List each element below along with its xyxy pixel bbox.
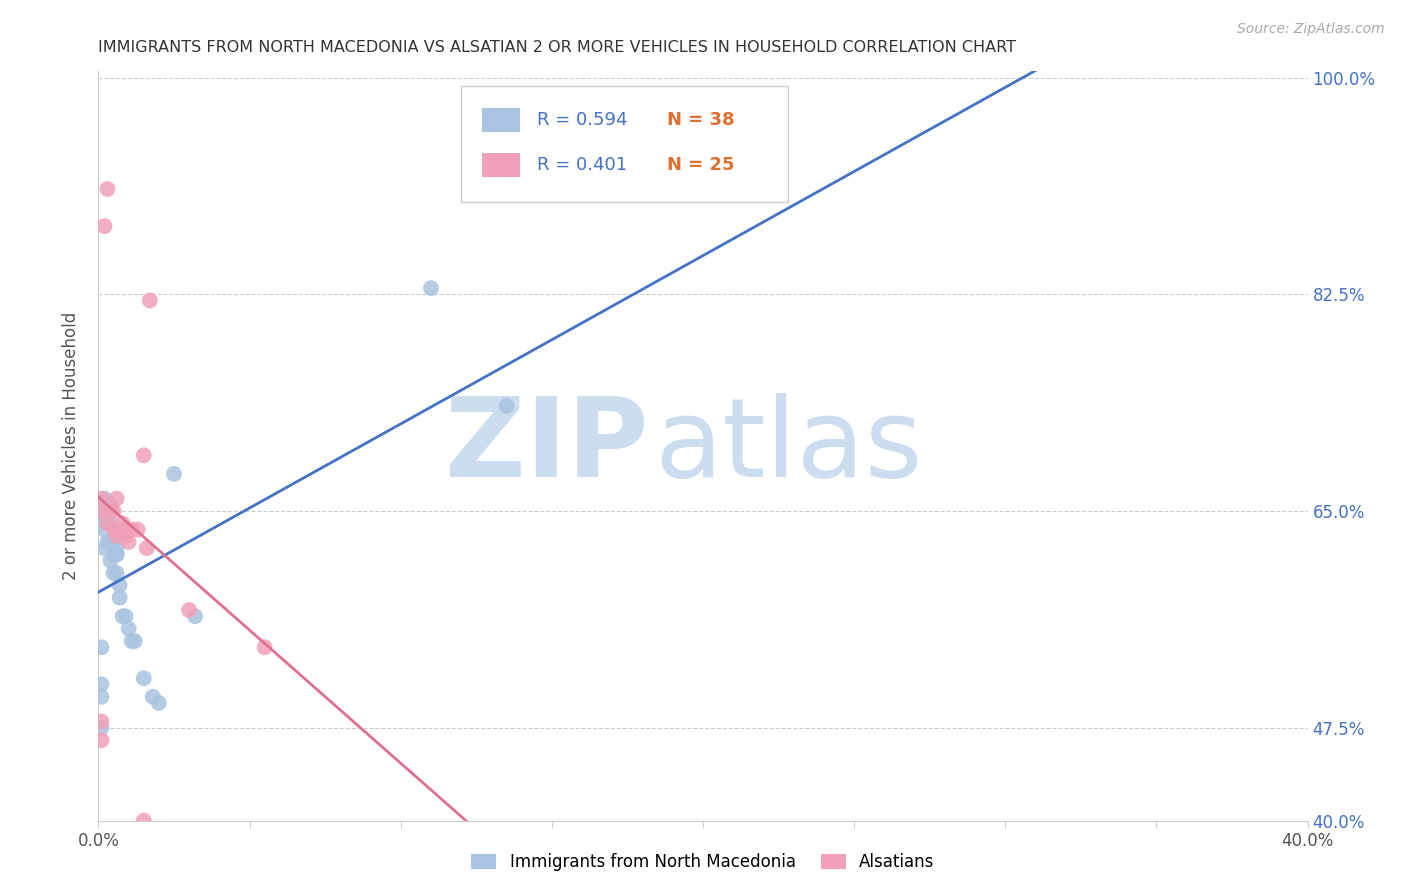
Point [179,603,201,617]
Y-axis label: 2 or more Vehicles in Household: 2 or more Vehicles in Household [62,312,80,580]
Point [103,547,125,561]
Point [103,541,125,556]
Point [96,516,118,531]
Point [184,609,207,624]
Point [93,498,115,512]
Bar [482,153,520,177]
Point [103,523,125,537]
Point [121,523,143,537]
Text: R = 0.401: R = 0.401 [537,156,627,174]
Point [96,535,118,549]
Point [124,634,146,648]
Point [96,504,118,518]
Point [93,491,115,506]
Point [90,714,112,729]
Point [105,547,128,561]
Point [111,609,134,624]
Point [108,578,131,592]
Point [105,547,128,561]
Point [132,448,155,462]
FancyBboxPatch shape [461,87,787,202]
Point [96,182,118,196]
Point [111,523,134,537]
Point [93,219,115,234]
Point [135,541,157,556]
Text: IMMIGRANTS FROM NORTH MACEDONIA VS ALSATIAN 2 OR MORE VEHICLES IN HOUSEHOLD CORR: IMMIGRANTS FROM NORTH MACEDONIA VS ALSAT… [98,40,1017,55]
Point [90,721,112,735]
Point [121,634,143,648]
Point [114,609,136,624]
Point [96,516,118,531]
Point [90,677,112,691]
Point [163,467,186,481]
Point [108,591,131,605]
Point [105,566,128,580]
Point [127,523,149,537]
Text: ZIP: ZIP [446,392,648,500]
Text: N = 25: N = 25 [666,156,734,174]
Point [148,696,170,710]
Point [100,535,122,549]
Point [139,293,162,308]
Point [93,541,115,556]
Point [495,399,517,413]
Point [100,516,122,531]
Text: atlas: atlas [655,392,924,500]
Point [118,535,141,549]
Point [132,671,155,685]
Point [90,690,112,704]
Point [253,640,276,655]
Point [118,622,141,636]
Point [100,504,122,518]
Point [100,553,122,567]
Point [90,733,112,747]
Point [132,814,155,828]
Point [111,516,134,531]
Point [93,510,115,524]
Point [108,523,131,537]
Point [100,498,122,512]
Point [103,504,125,518]
Point [105,529,128,543]
Point [96,498,118,512]
Point [114,529,136,543]
Point [105,491,128,506]
Text: Source: ZipAtlas.com: Source: ZipAtlas.com [1237,22,1385,37]
Legend: Immigrants from North Macedonia, Alsatians: Immigrants from North Macedonia, Alsatia… [463,845,943,880]
Point [90,491,112,506]
Point [93,523,115,537]
Text: R = 0.594: R = 0.594 [537,112,628,129]
Point [420,281,443,295]
Point [90,640,112,655]
Bar [482,108,520,132]
Text: N = 38: N = 38 [666,112,734,129]
Point [105,541,128,556]
Point [103,566,125,580]
Point [90,504,112,518]
Point [142,690,165,704]
